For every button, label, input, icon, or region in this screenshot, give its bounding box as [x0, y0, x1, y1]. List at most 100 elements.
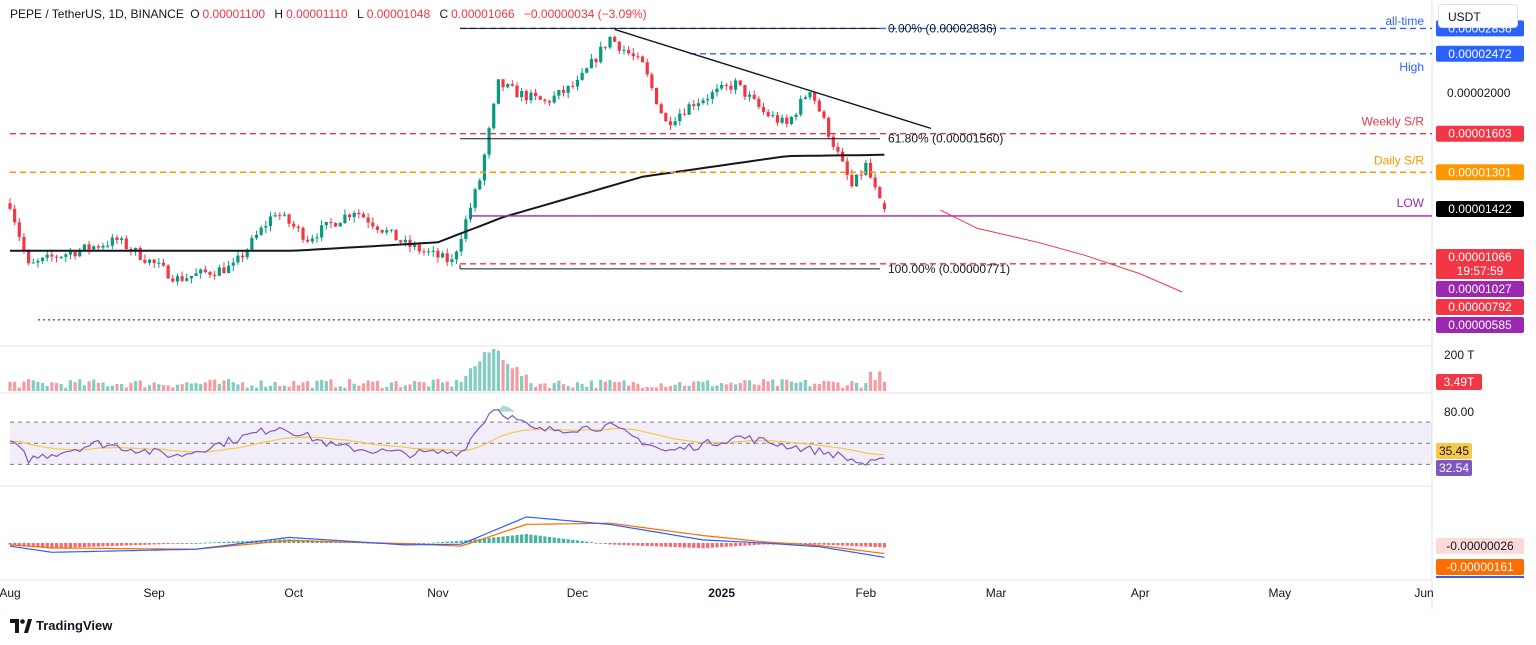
candle-body [50, 254, 54, 257]
volume-bar [627, 385, 631, 391]
macd-bar [747, 543, 752, 546]
macd-bar [599, 543, 603, 544]
macd-bar [92, 543, 96, 547]
fib-label: 100.00% (0.00000771) [888, 262, 1010, 276]
macd-bar [882, 543, 887, 548]
candle-body [454, 251, 459, 260]
macd-bar [529, 534, 533, 543]
volume-bar [524, 374, 528, 391]
candle-body [636, 56, 640, 58]
candle-body [585, 68, 589, 73]
daily-sr-label: Daily S/R [1374, 153, 1424, 167]
volume-bar [315, 380, 319, 391]
candle-body [757, 98, 761, 107]
volume-bar [845, 385, 849, 391]
macd-bar [157, 543, 161, 545]
volume-bar [850, 381, 854, 391]
candle-body [575, 79, 580, 87]
volume-bar [213, 379, 217, 391]
candle-body [413, 244, 417, 247]
symbol-name[interactable]: PEPE / TetherUS, 1D, BINANCE [10, 7, 184, 21]
macd-bar [738, 543, 742, 546]
volume-bar [817, 384, 821, 391]
candle-body [854, 174, 859, 187]
candle-body [347, 214, 352, 217]
candle-body [208, 272, 212, 275]
volume-bar [673, 384, 677, 391]
macd-bar [236, 541, 240, 543]
volume-bar [561, 384, 566, 391]
candle-body [13, 208, 17, 223]
tradingview-icon [10, 619, 32, 633]
volume-bar [13, 381, 17, 391]
macd-badge-line-bg [1436, 559, 1524, 575]
volume-bar [310, 387, 314, 391]
candle-body [664, 113, 668, 122]
candle-body [533, 92, 538, 97]
macd-bar [427, 542, 431, 544]
volume-bar [231, 382, 235, 391]
volume-bar [813, 383, 817, 391]
volume-bar [520, 375, 524, 391]
volume-bar [603, 381, 607, 391]
price-badge-2472-bg [1436, 45, 1524, 62]
macd-badge-hist: -0.00000026 [1446, 539, 1514, 553]
time-axis-label: 2025 [708, 586, 735, 600]
candle-body [320, 225, 324, 238]
volume-bar [366, 380, 370, 391]
candle-body [771, 115, 775, 117]
candle-body [492, 103, 496, 129]
candle-body [268, 216, 273, 227]
macd-bar [859, 543, 863, 547]
candle-body [301, 227, 305, 240]
volume-bar [278, 386, 282, 391]
macd-bar [813, 543, 817, 545]
macd-bar [636, 543, 640, 546]
volume-bar [120, 384, 124, 391]
candle-body [822, 111, 826, 118]
volume-bar [259, 380, 263, 391]
volume-bar [59, 384, 63, 391]
candle-body [720, 84, 724, 89]
ma-200-line [10, 153, 885, 252]
tradingview-logo[interactable]: TradingView [10, 618, 112, 633]
volume-bar [403, 385, 407, 391]
candle-body [864, 162, 868, 175]
macd-bar [417, 543, 421, 544]
macd-bar [185, 543, 189, 544]
candle-body [571, 85, 575, 87]
rsi-overbought-fill [497, 405, 515, 412]
candle-body [27, 250, 31, 264]
volume-bar [73, 382, 77, 391]
candle-body [496, 79, 500, 104]
candle-body [366, 217, 370, 223]
candle-body [213, 274, 217, 276]
candle-body [440, 253, 445, 258]
macd-histogram [8, 534, 887, 549]
open-value: 0.00001100 [202, 7, 266, 21]
candle-body [789, 116, 794, 124]
candle-body [324, 221, 328, 226]
volume-bar [664, 386, 668, 391]
volume-bar [68, 380, 73, 391]
candle-body [110, 237, 114, 246]
candle-body [292, 223, 296, 227]
descending-trendline [614, 28, 932, 130]
macd-bar [566, 539, 570, 543]
macd-bar [547, 536, 552, 543]
candle-body [431, 250, 435, 252]
volume-bar [101, 382, 105, 391]
currency-button[interactable]: USDT [1438, 4, 1518, 28]
macd-bar [8, 543, 12, 545]
volume-bar [654, 387, 659, 391]
candle-body [231, 262, 235, 266]
volume-bar [306, 381, 310, 391]
volume-bar [557, 380, 561, 391]
macd-bar [645, 543, 649, 546]
macd-bar [678, 543, 682, 548]
volume-bar [338, 386, 342, 391]
volume-bar [720, 383, 724, 391]
candle-body [403, 239, 407, 243]
macd-bar [831, 543, 835, 546]
